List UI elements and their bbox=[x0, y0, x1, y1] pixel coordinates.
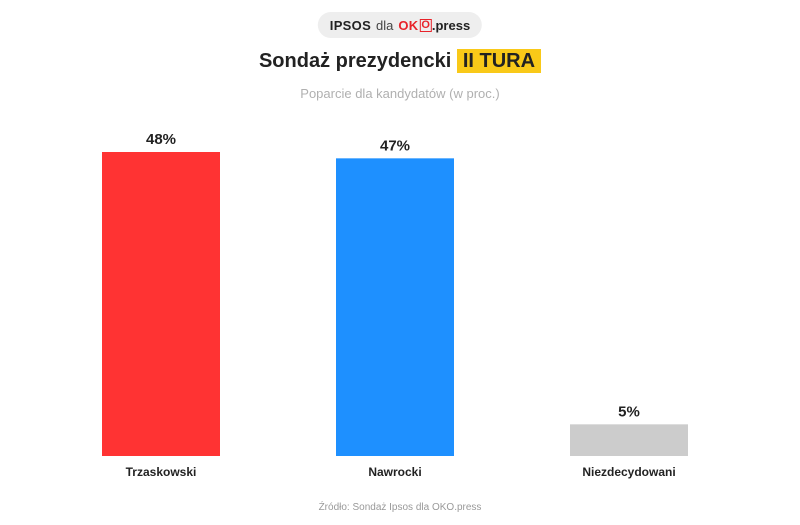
category-label-niezdecydowani: Niezdecydowani bbox=[582, 465, 675, 479]
chart-title-highlight: II TURA bbox=[456, 49, 542, 73]
publisher-brand: OK bbox=[398, 17, 419, 33]
bar-nawrocki bbox=[336, 158, 454, 457]
source-note: Źródło: Sondaż Ipsos dla OKO.press bbox=[318, 502, 482, 513]
source-badge: IPSOS dla OK O .press bbox=[317, 12, 483, 38]
chart-title-text: Sondaż prezydencki bbox=[258, 50, 452, 72]
category-label-nawrocki: Nawrocki bbox=[368, 465, 421, 479]
publisher-suffix: .press bbox=[431, 17, 471, 33]
publisher-logo: OK O .press bbox=[398, 18, 470, 33]
connector-text: dla bbox=[376, 17, 394, 33]
category-label-trzaskowski: Trzaskowski bbox=[126, 465, 197, 479]
bar-trzaskowski bbox=[102, 152, 220, 456]
publisher-brand-box: O bbox=[419, 18, 432, 32]
value-label-niezdecydowani: 5% bbox=[618, 403, 640, 420]
bar-niezdecydowani bbox=[570, 424, 688, 456]
value-label-nawrocki: 47% bbox=[380, 137, 410, 154]
value-label-trzaskowski: 48% bbox=[146, 131, 176, 148]
chart-subtitle: Poparcie dla kandydatów (w proc.) bbox=[300, 86, 500, 101]
chart-title: Sondaż prezydencki II TURA bbox=[0, 49, 800, 73]
pollster-name: IPSOS bbox=[329, 17, 372, 33]
